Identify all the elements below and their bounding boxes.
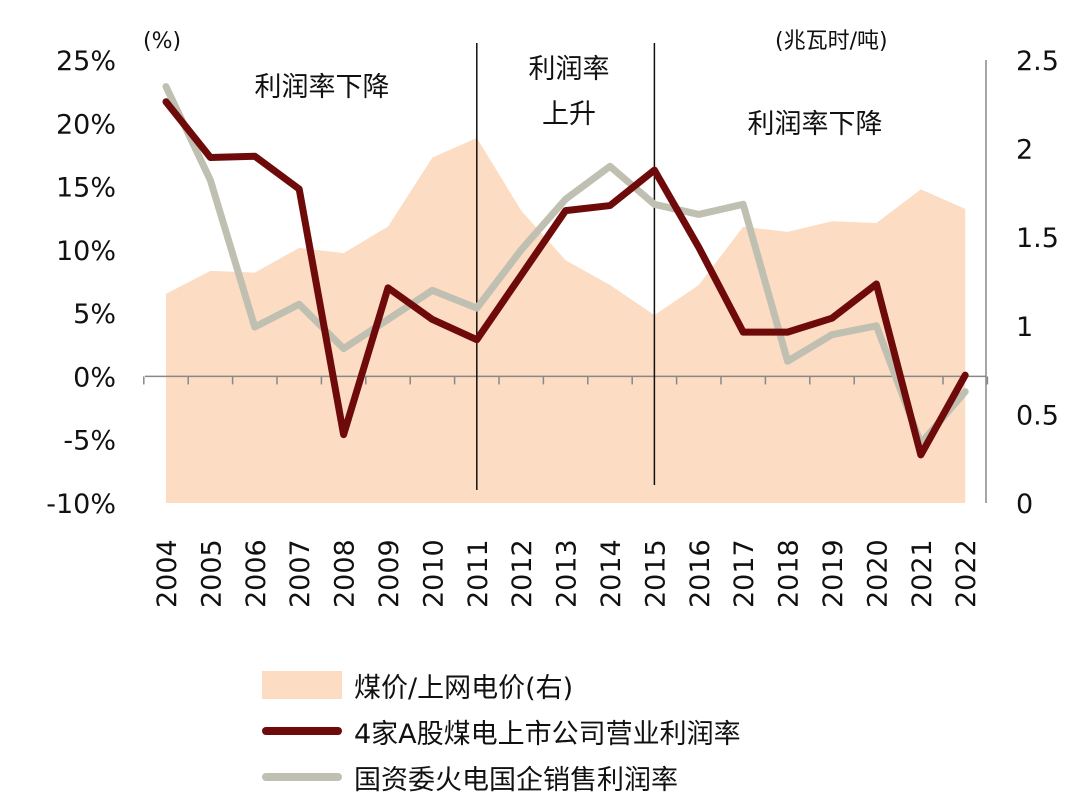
coal-price-area-layer: [166, 137, 966, 503]
legend-swatch-gray-line: [262, 773, 342, 781]
legend-item-listed-margin: 4家A股煤电上市公司营业利润率: [262, 708, 741, 754]
x-axis-tick-label: 2004: [152, 539, 183, 608]
x-axis-tick-label: 2012: [507, 539, 538, 608]
period-annotation: 利润率下降: [255, 72, 390, 103]
legend-swatch-area: [262, 671, 342, 699]
right-axis-tick-label: 0.5: [1016, 400, 1059, 431]
x-axis-tick-label: 2010: [418, 539, 449, 608]
x-axis-tick-label: 2005: [196, 539, 227, 608]
left-axis-tick-label: 5%: [73, 299, 116, 330]
x-axis-tick-label: 2008: [330, 539, 361, 608]
axes-layer: [143, 43, 989, 503]
listed-margin-line: [162, 98, 969, 459]
period-annotation: 利润率: [529, 54, 610, 85]
right-axis-tick-label: 0: [1016, 489, 1033, 520]
left-axis-tick-label: 10%: [56, 236, 116, 267]
x-axis-tick-label: 2016: [685, 539, 716, 608]
legend-item-coal-price: 煤价/上网电价(右): [262, 662, 741, 708]
x-axis-tick-label: 2009: [374, 539, 405, 608]
x-axis-tick-label: 2014: [596, 539, 627, 608]
x-axis-tick-label: 2020: [862, 539, 893, 608]
right-axis-tick-label: 2: [1016, 135, 1033, 166]
soe-margin-line: [162, 83, 969, 448]
left-axis-unit-label: (%): [143, 29, 181, 54]
chart: -10% -5% 0% 5% 10% 15% 20% 25% 0 0.5 1 1.5 2 2.5 (%) (兆…: [46, 29, 1059, 608]
legend-label-soe-margin: 国资委火电国企销售利润率: [354, 764, 678, 796]
legend-label-coal-price: 煤价/上网电价(右): [354, 672, 574, 704]
x-axis-tick-label: 2013: [552, 539, 583, 608]
left-axis-tick-label: -10%: [46, 489, 116, 520]
labels-layer: -10% -5% 0% 5% 10% 15% 20% 25% 0 0.5 1 1.5 2 2.5 (%) (兆…: [46, 29, 1059, 608]
left-axis-tick-label: 0%: [73, 362, 116, 393]
left-axis-tick-label: -5%: [63, 426, 116, 457]
legend-item-soe-margin: 国资委火电国企销售利润率: [262, 754, 741, 800]
x-axis-tick-label: 2007: [285, 539, 316, 608]
period-annotation: 上升: [542, 99, 596, 130]
x-axis-tick-label: 2017: [729, 539, 760, 608]
right-axis-tick-label: 1: [1016, 312, 1033, 343]
left-axis-tick-label: 25%: [56, 46, 116, 77]
x-axis-tick-label: 2006: [241, 539, 272, 608]
x-axis-tick-label: 2018: [774, 539, 805, 608]
right-axis-unit-label: (兆瓦时/吨): [775, 29, 888, 54]
left-axis-tick-label: 15%: [56, 173, 116, 204]
x-axis-tick-label: 2019: [818, 539, 849, 608]
lines-layer: [162, 83, 969, 459]
legend-label-listed-margin: 4家A股煤电上市公司营业利润率: [354, 718, 741, 750]
left-axis-tick-label: 20%: [56, 109, 116, 140]
coal-price-area: [166, 137, 966, 503]
right-axis-tick-label: 1.5: [1016, 223, 1059, 254]
x-axis-tick-label: 2021: [907, 539, 938, 608]
period-annotation: 利润率下降: [748, 109, 883, 140]
right-axis-tick-label: 2.5: [1016, 46, 1059, 77]
legend-swatch-dark-red-line: [262, 727, 342, 735]
x-axis-tick-label: 2011: [463, 539, 494, 608]
legend: 煤价/上网电价(右) 4家A股煤电上市公司营业利润率 国资委火电国企销售利润率: [262, 662, 741, 800]
x-axis-tick-label: 2015: [640, 539, 671, 608]
x-axis-tick-label: 2022: [951, 539, 982, 608]
